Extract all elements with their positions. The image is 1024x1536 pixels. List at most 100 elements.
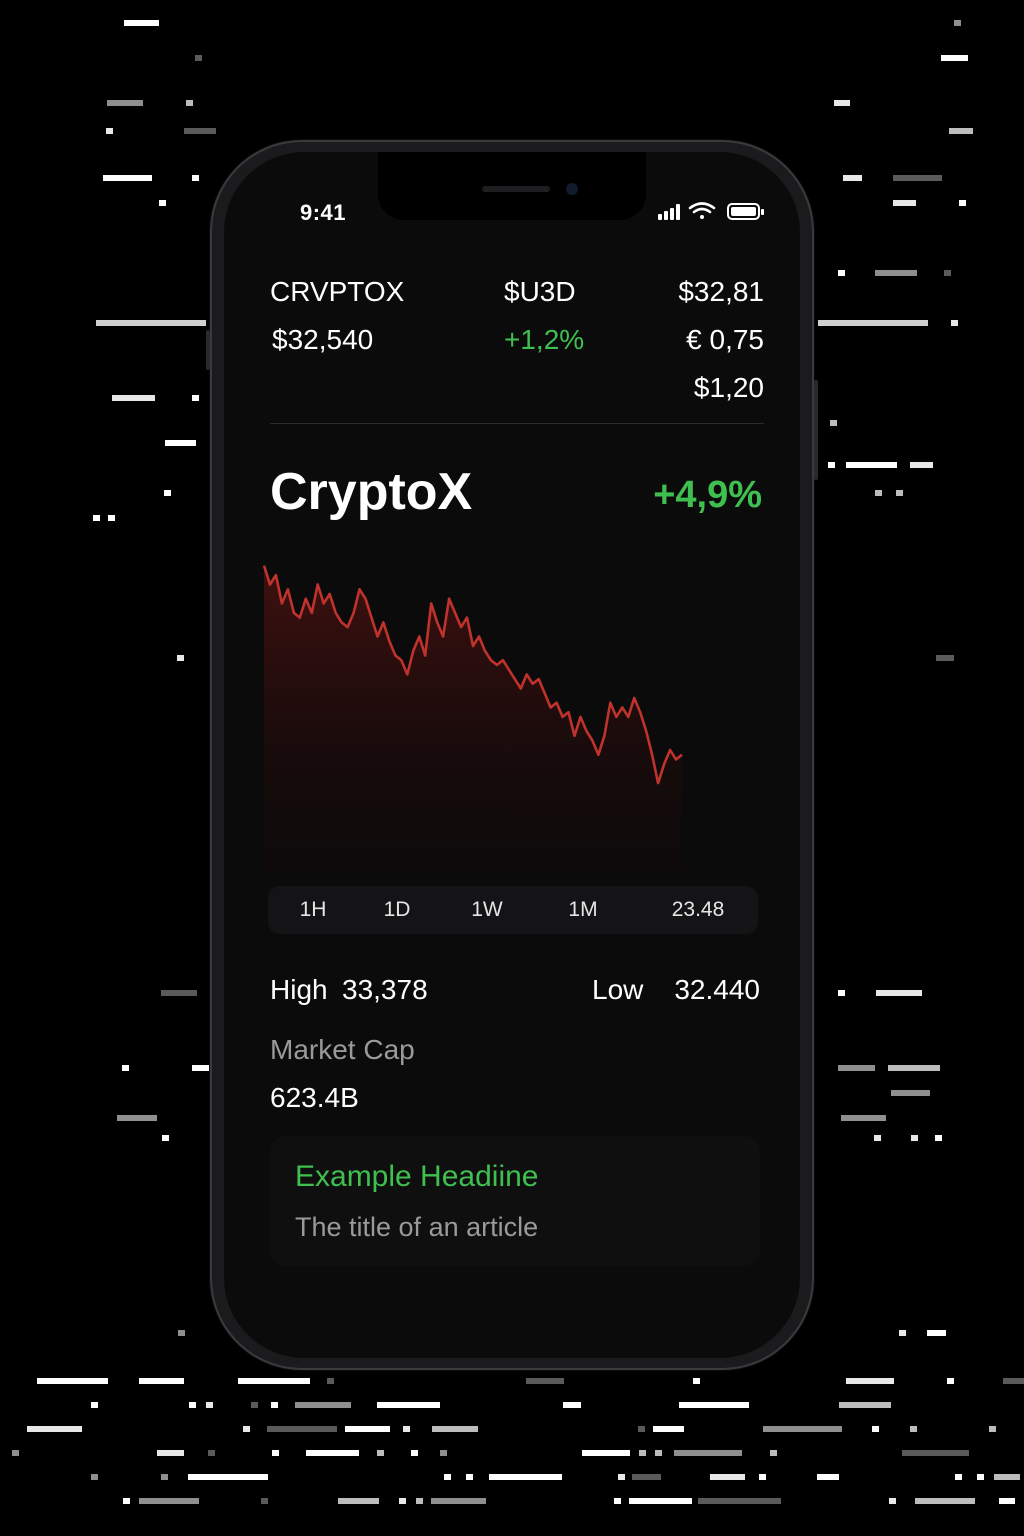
background-pixel	[947, 1378, 954, 1384]
background-pixel	[710, 1474, 745, 1480]
background-pixel	[157, 1450, 184, 1456]
background-pixel	[889, 1498, 896, 1504]
background-pixel	[432, 1426, 478, 1432]
background-pixel	[272, 1450, 279, 1456]
ticker-change-2: +1,2%	[504, 324, 585, 355]
market-cap-value: 623.4B	[270, 1082, 359, 1113]
tab-custom-range[interactable]: 23.48	[671, 898, 725, 921]
background-pixel	[192, 175, 199, 181]
ticker-price-1: $32,540	[272, 324, 374, 355]
background-pixel	[243, 1426, 250, 1432]
background-pixel	[93, 515, 100, 521]
background-pixel	[639, 1450, 646, 1456]
tab-1d[interactable]: 1D	[383, 898, 411, 921]
background-pixel	[614, 1498, 621, 1504]
low-value: 32.440	[674, 974, 760, 1005]
background-pixel	[91, 1474, 98, 1480]
status-time: 9:41	[300, 200, 347, 225]
tab-1m[interactable]: 1M	[568, 898, 598, 921]
background-pixel	[526, 1378, 564, 1384]
background-pixel	[910, 462, 933, 468]
background-pixel	[106, 128, 113, 134]
background-pixel	[843, 175, 862, 181]
background-pixel	[117, 1115, 157, 1121]
background-pixel	[139, 1498, 199, 1504]
background-pixel	[162, 1135, 169, 1141]
article-card[interactable]: Example Headiine The title of an article	[270, 1136, 760, 1266]
tab-1h[interactable]: 1H	[299, 898, 327, 921]
status-icons	[658, 202, 764, 220]
background-pixel	[188, 1474, 268, 1480]
background-pixel	[416, 1498, 423, 1504]
background-pixel	[674, 1450, 742, 1456]
background-pixel	[184, 128, 216, 134]
background-pixel	[12, 1450, 19, 1456]
background-pixel	[955, 1474, 962, 1480]
tab-1w[interactable]: 1W	[471, 898, 503, 921]
divider	[270, 423, 764, 424]
background-pixel	[959, 200, 966, 206]
background-pixel	[267, 1426, 337, 1432]
background-pixel	[192, 395, 199, 401]
background-pixel	[828, 462, 835, 468]
background-pixel	[165, 440, 196, 446]
background-pixel	[563, 1402, 581, 1408]
time-range-tabs: 1H 1D 1W 1M 23.48	[268, 886, 758, 934]
background-pixel	[124, 20, 159, 26]
background-pixel	[994, 1474, 1020, 1480]
background-pixel	[37, 1378, 108, 1384]
market-cap-label: Market Cap	[270, 1034, 415, 1065]
speaker-grille	[482, 186, 550, 192]
background-pixel	[896, 490, 903, 496]
background-pixel	[763, 1426, 842, 1432]
ticker-name-2: $U3D	[504, 276, 576, 307]
camera-icon	[566, 183, 578, 195]
price-chart[interactable]	[262, 542, 688, 872]
background-pixel	[112, 395, 155, 401]
background-pixel	[977, 1474, 984, 1480]
background-pixel	[693, 1378, 700, 1384]
background-pixel	[838, 990, 845, 996]
background-pixel	[941, 55, 968, 61]
background-pixel	[841, 1115, 886, 1121]
background-pixel	[238, 1378, 310, 1384]
background-pixel	[893, 200, 916, 206]
background-pixel	[888, 1065, 940, 1071]
background-pixel	[377, 1450, 384, 1456]
background-pixel	[164, 490, 171, 496]
background-pixel	[893, 175, 942, 181]
background-pixel	[944, 270, 951, 276]
ticker-value-3c: $1,20	[693, 372, 764, 403]
background-pixel	[177, 655, 184, 661]
background-pixel	[178, 1330, 185, 1336]
background-pixel	[638, 1426, 645, 1432]
background-pixel	[759, 1474, 766, 1480]
background-pixel	[327, 1378, 334, 1384]
signal-icon	[658, 204, 680, 220]
phone-side-button	[814, 380, 818, 480]
background-pixel	[123, 1498, 130, 1504]
background-pixel	[444, 1474, 451, 1480]
background-pixel	[431, 1498, 486, 1504]
phone-screen: 9:41 CRVPTOX $32,540 $U3D +1,2%	[224, 152, 800, 1358]
background-pixel	[655, 1450, 662, 1456]
background-pixel	[834, 100, 850, 106]
background-pixel	[817, 1474, 839, 1480]
background-pixel	[915, 1498, 975, 1504]
background-pixel	[161, 990, 197, 996]
background-pixel	[846, 1378, 894, 1384]
high-value: 33,378	[342, 974, 428, 1005]
background-pixel	[1003, 1378, 1024, 1384]
background-pixel	[910, 1426, 917, 1432]
background-pixel	[875, 490, 882, 496]
battery-icon	[727, 203, 764, 220]
background-pixel	[306, 1450, 359, 1456]
background-pixel	[345, 1426, 390, 1432]
background-pixel	[161, 1474, 168, 1480]
background-pixel	[618, 1474, 625, 1480]
background-pixel	[911, 1135, 918, 1141]
background-pixel	[466, 1474, 473, 1480]
background-pixel	[399, 1498, 406, 1504]
coin-change: +4,9%	[653, 474, 762, 516]
